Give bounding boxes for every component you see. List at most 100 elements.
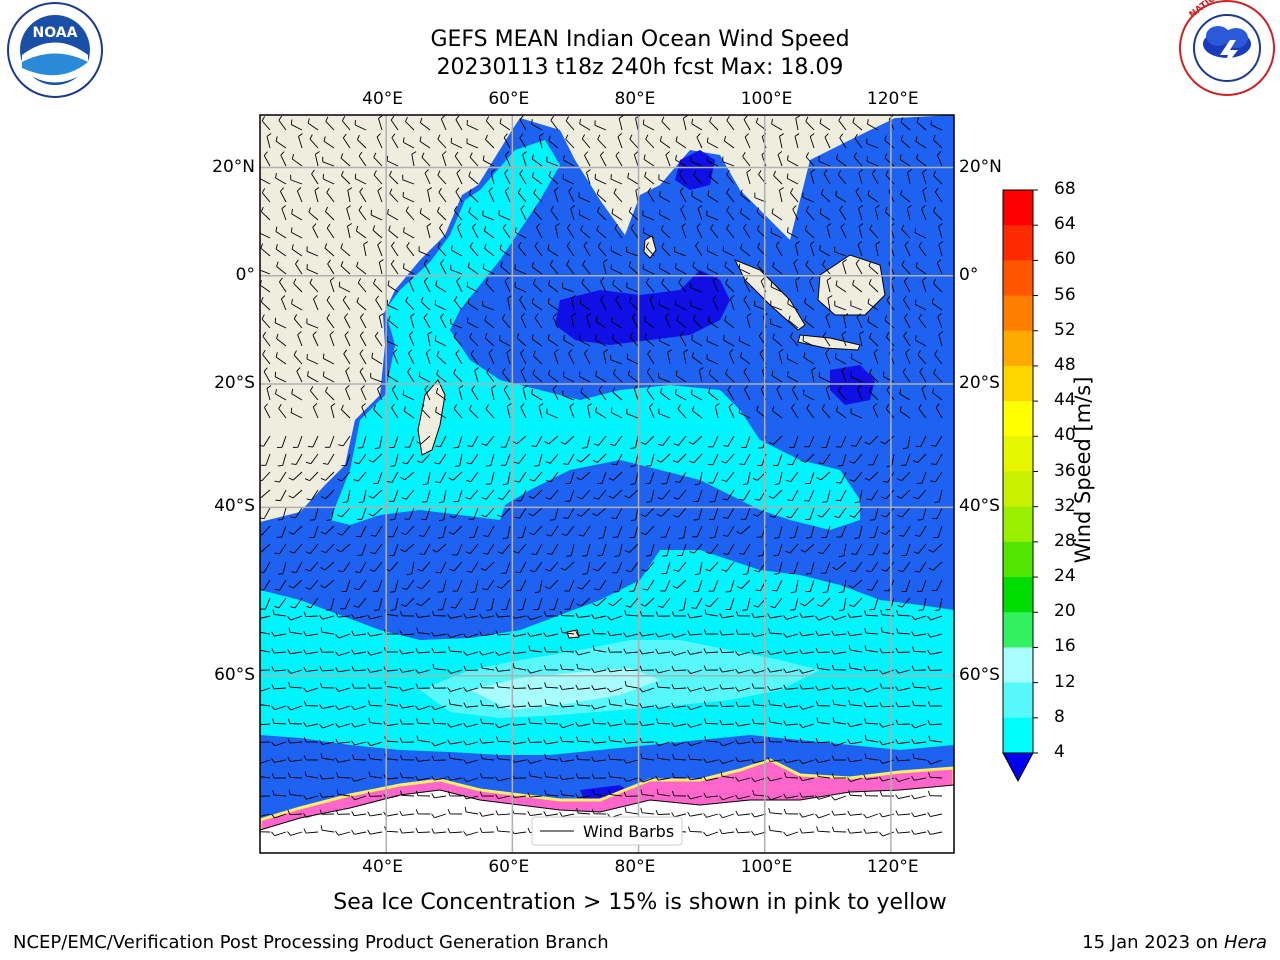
wind-barb [341, 507, 351, 518]
wind-barb-flag [815, 795, 819, 800]
wind-barb-flag [575, 684, 579, 690]
wind-barb-flag [469, 404, 472, 410]
wind-barb [595, 320, 607, 329]
wind-barb-flag [256, 827, 258, 832]
wind-barb [775, 245, 783, 257]
wind-barb-flag [815, 630, 819, 636]
wind-barb-flag [437, 170, 441, 176]
wind-barb [809, 280, 815, 293]
wind-barb [743, 453, 751, 465]
wind-barb [310, 453, 319, 464]
wind-barb-flag [463, 702, 467, 708]
wind-barb-flag [640, 789, 643, 795]
wind-barb [707, 320, 719, 329]
wind-barb [610, 794, 623, 797]
wind-barb [722, 775, 735, 779]
wind-barb-flag [447, 739, 451, 745]
wind-barb-flag [559, 702, 563, 708]
wind-barb [681, 226, 687, 239]
wind-barb [440, 435, 447, 447]
wind-barb [418, 651, 431, 654]
wind-barb-flag [495, 723, 499, 729]
wind-barb-flag [351, 811, 355, 816]
wind-barb-flag [726, 188, 730, 193]
wind-barb-flag [800, 459, 806, 463]
wind-barb-flag [598, 385, 603, 391]
wind-barb-flag [387, 280, 390, 286]
wind-barb-flag [354, 587, 360, 591]
wind-barb-flag [735, 776, 739, 782]
wind-barb-flag [416, 441, 422, 445]
wind-barb [485, 139, 495, 149]
wind-barb-flag [319, 682, 323, 688]
wind-barb [450, 687, 463, 692]
wind-barb-flag [274, 588, 280, 591]
wind-barb [341, 525, 351, 536]
wind-barb-flag [530, 570, 536, 573]
wind-barb [674, 813, 687, 818]
wind-barb-flag [687, 794, 691, 800]
wind-barb-flag [528, 495, 534, 499]
wind-barb [550, 471, 559, 483]
wind-barb [487, 543, 495, 555]
wind-barb [809, 471, 815, 484]
wind-barb-flag [457, 223, 462, 228]
right-y-tick-label: 20°N [959, 156, 1002, 177]
map-frame [259, 114, 955, 854]
right-y-tick-label: 0° [959, 264, 979, 285]
wind-barb [391, 137, 399, 149]
wind-barb [312, 334, 319, 347]
wind-barb-flag [276, 333, 279, 339]
wind-barb [802, 669, 815, 674]
wind-barb [674, 633, 687, 638]
wind-barb [631, 317, 639, 329]
bottom-x-tick-label: 60°E [488, 857, 530, 877]
wind-barb-flag [580, 225, 583, 231]
wind-barb [377, 471, 383, 484]
wind-barb-flag [902, 367, 907, 373]
wind-barb-flag [399, 737, 403, 743]
wind-barb-flag [357, 278, 362, 284]
wind-barb-flag [858, 223, 864, 227]
wind-barb [327, 263, 335, 275]
wind-barb-flag [820, 188, 824, 194]
wind-barb [722, 795, 735, 801]
wind-barb [291, 213, 303, 221]
wind-barb [358, 453, 367, 465]
wind-barb [322, 741, 335, 745]
wind-barb [625, 669, 639, 672]
wind-barb [770, 721, 783, 725]
wind-barb-flag [351, 683, 355, 689]
wind-barb [359, 335, 367, 347]
wind-barb [657, 722, 671, 725]
wind-barb [265, 597, 271, 610]
wind-barb [645, 561, 655, 572]
wind-barb-flag [278, 404, 282, 409]
wind-barb-flag [484, 333, 488, 339]
wind-barb-flag [295, 259, 299, 265]
wind-barb-flag [692, 405, 695, 411]
wind-barb [914, 777, 927, 781]
wind-barb [497, 740, 511, 743]
wind-barb [690, 305, 703, 311]
wind-barb [306, 831, 319, 834]
wind-barb [292, 158, 303, 167]
wind-barb [642, 757, 655, 761]
wind-barb-flag [756, 405, 759, 411]
wind-barb-flag [411, 151, 417, 155]
wind-barb-flag [656, 753, 659, 759]
wind-barb [370, 377, 383, 383]
wind-barb-flag [850, 353, 853, 359]
wind-barb [808, 489, 815, 502]
wind-barb-flag [496, 681, 499, 688]
wind-barb-flag [758, 447, 764, 449]
wind-barb [378, 597, 383, 610]
wind-barb-flag [367, 683, 371, 689]
wind-barb-flag [367, 791, 371, 797]
wind-barb [423, 543, 431, 555]
wind-barb [502, 543, 511, 554]
wind-barb [658, 377, 671, 383]
wind-barb-flag [320, 753, 323, 759]
wind-barb-flag [581, 134, 586, 140]
wind-barb-flag [592, 645, 595, 651]
